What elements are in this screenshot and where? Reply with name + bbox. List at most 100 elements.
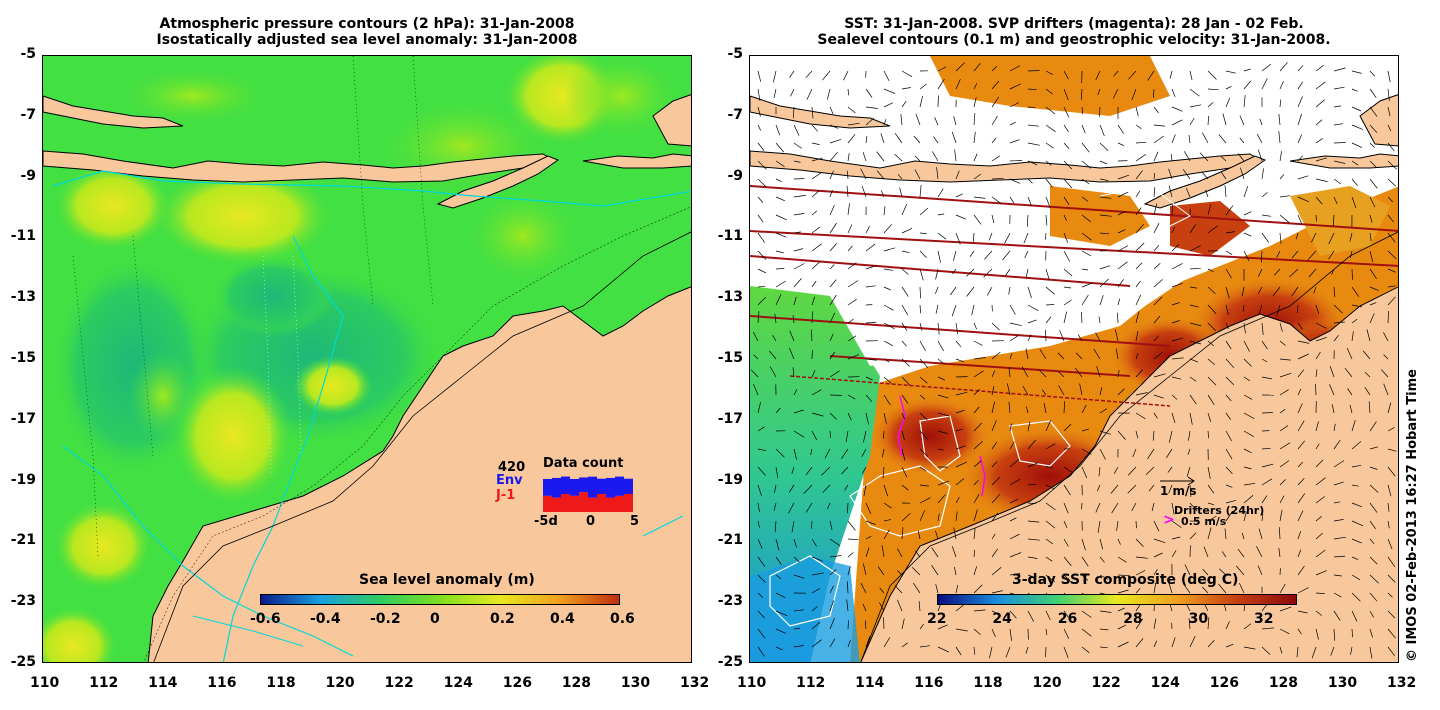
velocity-arrow <box>919 497 931 504</box>
velocity-arrow <box>1225 448 1233 460</box>
velocity-arrow <box>1297 565 1305 576</box>
velocity-arrow <box>1009 196 1015 204</box>
velocity-arrow <box>774 313 777 324</box>
velocity-arrow <box>1153 262 1161 270</box>
velocity-arrow <box>935 286 939 294</box>
velocity-arrow <box>1387 70 1391 83</box>
velocity-arrow <box>1099 196 1112 199</box>
velocity-arrow <box>1099 574 1109 580</box>
velocity-arrow <box>1045 304 1055 306</box>
velocity-arrow <box>810 448 813 456</box>
velocity-arrow <box>1045 232 1047 240</box>
velocity-arrow <box>861 448 867 457</box>
velocity-arrow <box>751 369 759 378</box>
velocity-arrow <box>1351 331 1354 342</box>
velocity-arrow <box>1058 385 1065 396</box>
velocity-arrow <box>757 592 764 598</box>
velocity-arrow <box>1333 321 1345 324</box>
velocity-arrow <box>865 117 875 126</box>
left-x-tick: 110 <box>30 675 60 691</box>
velocity-arrow <box>1095 70 1101 81</box>
velocity-arrow <box>1188 134 1191 144</box>
velocity-arrow <box>1369 70 1376 77</box>
velocity-arrow <box>1369 196 1376 208</box>
velocity-arrow <box>1171 282 1183 288</box>
velocity-arrow <box>788 502 795 514</box>
velocity-arrow <box>1315 496 1325 504</box>
velocity-arrow <box>937 358 946 365</box>
velocity-arrow <box>847 620 849 630</box>
velocity-arrow <box>1171 244 1180 252</box>
velocity-arrow <box>901 340 907 347</box>
velocity-arrow <box>1256 546 1263 558</box>
velocity-arrow <box>865 520 876 525</box>
velocity-arrow <box>1027 196 1032 207</box>
velocity-arrow <box>841 448 849 459</box>
velocity-arrow <box>775 574 782 580</box>
velocity-arrow <box>883 247 896 252</box>
velocity-arrow <box>1117 174 1130 180</box>
velocity-arrow <box>1135 190 1141 198</box>
right-y-tick: -25 <box>717 654 743 670</box>
velocity-arrow <box>937 188 944 198</box>
velocity-arrow <box>1027 142 1040 146</box>
velocity-arrow <box>1369 268 1377 279</box>
velocity-arrow <box>917 530 921 540</box>
velocity-arrow <box>844 484 849 491</box>
data-count-j1-label: J-1 <box>496 488 516 503</box>
velocity-arrow <box>1351 556 1359 561</box>
velocity-arrow <box>1045 610 1051 621</box>
velocity-arrow <box>1369 520 1376 530</box>
velocity-arrow <box>1027 439 1036 450</box>
velocity-arrow <box>1186 604 1191 612</box>
velocity-arrow <box>1333 423 1336 432</box>
velocity-arrow <box>1261 478 1273 486</box>
velocity-arrow <box>1220 155 1227 162</box>
velocity-arrow <box>950 286 957 296</box>
velocity-arrow <box>843 70 849 81</box>
velocity-arrow <box>1081 538 1086 551</box>
velocity-arrow <box>1243 358 1252 367</box>
velocity-arrow <box>1346 347 1353 360</box>
velocity-arrow <box>1080 88 1083 100</box>
velocity-arrow <box>1063 311 1068 324</box>
velocity-arrow <box>1027 556 1038 559</box>
velocity-arrow <box>901 203 908 216</box>
velocity-arrow <box>1081 574 1089 581</box>
velocity-arrow <box>973 566 978 576</box>
velocity-arrow <box>1333 439 1341 450</box>
velocity-arrow <box>1135 412 1146 420</box>
velocity-arrow <box>991 370 996 378</box>
velocity-arrow <box>847 88 850 96</box>
velocity-arrow <box>1315 119 1323 126</box>
velocity-arrow <box>1297 420 1305 432</box>
velocity-arrow <box>883 358 890 363</box>
velocity-arrow <box>1279 646 1283 654</box>
velocity-arrow <box>1168 484 1173 494</box>
velocity-arrow <box>1351 520 1364 527</box>
velocity-arrow <box>1351 318 1358 324</box>
velocity-arrow <box>1351 70 1362 74</box>
velocity-arrow <box>1297 81 1303 90</box>
velocity-arrow <box>1166 448 1173 459</box>
velocity-arrow <box>1063 214 1067 221</box>
velocity-arrow <box>1183 151 1191 162</box>
velocity-arrow <box>901 376 911 386</box>
velocity-arrow <box>883 529 890 540</box>
velocity-arrow <box>1041 389 1047 396</box>
velocity-arrow <box>847 538 859 541</box>
velocity-arrow <box>847 412 852 421</box>
velocity-arrow <box>775 646 783 651</box>
velocity-arrow <box>1099 106 1101 117</box>
velocity-arrow <box>1383 354 1389 360</box>
velocity-arrow <box>757 466 766 476</box>
velocity-arrow <box>1153 618 1157 630</box>
velocity-arrow <box>775 556 782 566</box>
velocity-arrow <box>1045 106 1056 115</box>
velocity-arrow <box>1243 80 1252 90</box>
velocity-arrow <box>973 509 978 522</box>
velocity-arrow <box>1063 628 1070 639</box>
velocity-arrow <box>901 304 909 316</box>
velocity-arrow <box>1081 178 1090 185</box>
velocity-arrow <box>955 511 958 522</box>
